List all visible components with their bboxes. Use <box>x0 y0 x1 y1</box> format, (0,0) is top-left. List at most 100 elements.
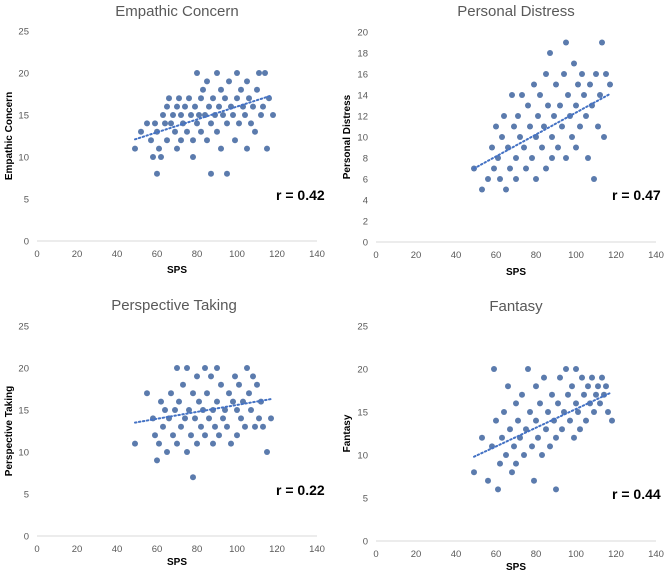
data-point <box>547 50 553 56</box>
data-point <box>192 415 198 422</box>
data-point <box>549 134 555 140</box>
data-point <box>563 366 569 372</box>
data-point <box>557 102 563 109</box>
data-point <box>531 477 537 484</box>
data-point <box>575 81 581 88</box>
data-point <box>499 434 505 441</box>
data-point <box>186 95 192 102</box>
data-point <box>174 365 180 371</box>
data-point <box>218 86 224 93</box>
data-point <box>174 440 180 447</box>
data-point <box>252 128 258 135</box>
data-point <box>531 81 537 88</box>
data-point <box>238 86 244 93</box>
data-point <box>609 417 615 424</box>
data-point <box>250 373 256 380</box>
data-point <box>258 112 264 118</box>
data-point <box>158 398 164 405</box>
data-point <box>553 486 559 493</box>
data-point <box>246 95 252 102</box>
data-point <box>138 128 144 135</box>
data-point <box>495 486 501 493</box>
y-tick-label: 15 <box>18 406 29 417</box>
data-point <box>178 112 184 118</box>
data-point <box>533 383 539 390</box>
data-point <box>553 81 559 88</box>
data-point <box>545 102 551 109</box>
data-point <box>523 165 529 172</box>
x-axis-label: SPS <box>506 562 526 573</box>
data-point <box>204 78 210 85</box>
data-point <box>154 457 160 464</box>
data-point <box>511 123 517 130</box>
y-tick-label: 0 <box>24 532 29 543</box>
data-point <box>493 123 499 130</box>
chart-title: Empathic Concern <box>115 3 238 20</box>
x-tick-label: 20 <box>72 544 83 555</box>
data-point <box>569 134 575 140</box>
data-point <box>493 417 499 424</box>
data-point <box>513 176 519 182</box>
data-point <box>190 154 196 160</box>
data-point <box>507 426 513 433</box>
data-point <box>270 112 276 118</box>
data-point <box>573 366 579 372</box>
data-point <box>559 123 565 130</box>
data-point <box>535 434 541 441</box>
data-point <box>214 365 220 371</box>
data-point <box>168 390 174 397</box>
x-tick-label: 60 <box>152 249 163 260</box>
data-point <box>537 400 543 407</box>
data-point <box>162 407 168 413</box>
y-tick-label: 20 <box>357 28 368 39</box>
data-point <box>234 407 240 413</box>
data-point <box>222 407 228 413</box>
data-point <box>148 137 154 144</box>
data-point <box>605 409 611 415</box>
data-point <box>210 440 216 447</box>
data-point <box>479 186 485 193</box>
data-point <box>224 423 230 430</box>
data-point <box>537 92 543 98</box>
data-point <box>250 103 256 110</box>
data-point <box>581 391 587 398</box>
data-point <box>178 137 184 144</box>
data-point <box>232 137 238 144</box>
data-point <box>214 70 220 76</box>
data-point <box>232 373 238 380</box>
data-point <box>523 426 529 433</box>
data-point <box>565 391 571 398</box>
data-point <box>585 383 591 390</box>
data-point <box>160 423 166 430</box>
data-point <box>220 112 226 118</box>
data-point <box>256 70 262 76</box>
data-point <box>154 170 160 177</box>
x-tick-label: 60 <box>491 549 502 560</box>
y-tick-label: 4 <box>363 196 368 207</box>
data-point <box>200 86 206 93</box>
data-point <box>591 409 597 415</box>
data-point <box>535 113 541 119</box>
data-point <box>244 145 250 152</box>
data-point <box>236 381 242 388</box>
x-tick-label: 60 <box>152 544 163 555</box>
data-point <box>591 176 597 182</box>
x-tick-label: 140 <box>309 544 325 555</box>
x-tick-label: 120 <box>269 544 285 555</box>
data-point <box>208 373 214 380</box>
data-point <box>595 123 601 130</box>
x-axis-label: SPS <box>167 557 187 568</box>
data-point <box>214 128 220 135</box>
data-point <box>563 155 569 161</box>
data-point <box>260 103 266 110</box>
y-tick-label: 15 <box>357 408 368 419</box>
data-point <box>230 398 236 405</box>
data-point <box>491 165 497 172</box>
data-point <box>194 70 200 76</box>
data-point <box>180 381 186 388</box>
data-point <box>545 409 551 415</box>
data-point <box>539 144 545 151</box>
data-point <box>190 474 196 481</box>
data-point <box>595 383 601 390</box>
y-tick-label: 5 <box>24 490 29 501</box>
